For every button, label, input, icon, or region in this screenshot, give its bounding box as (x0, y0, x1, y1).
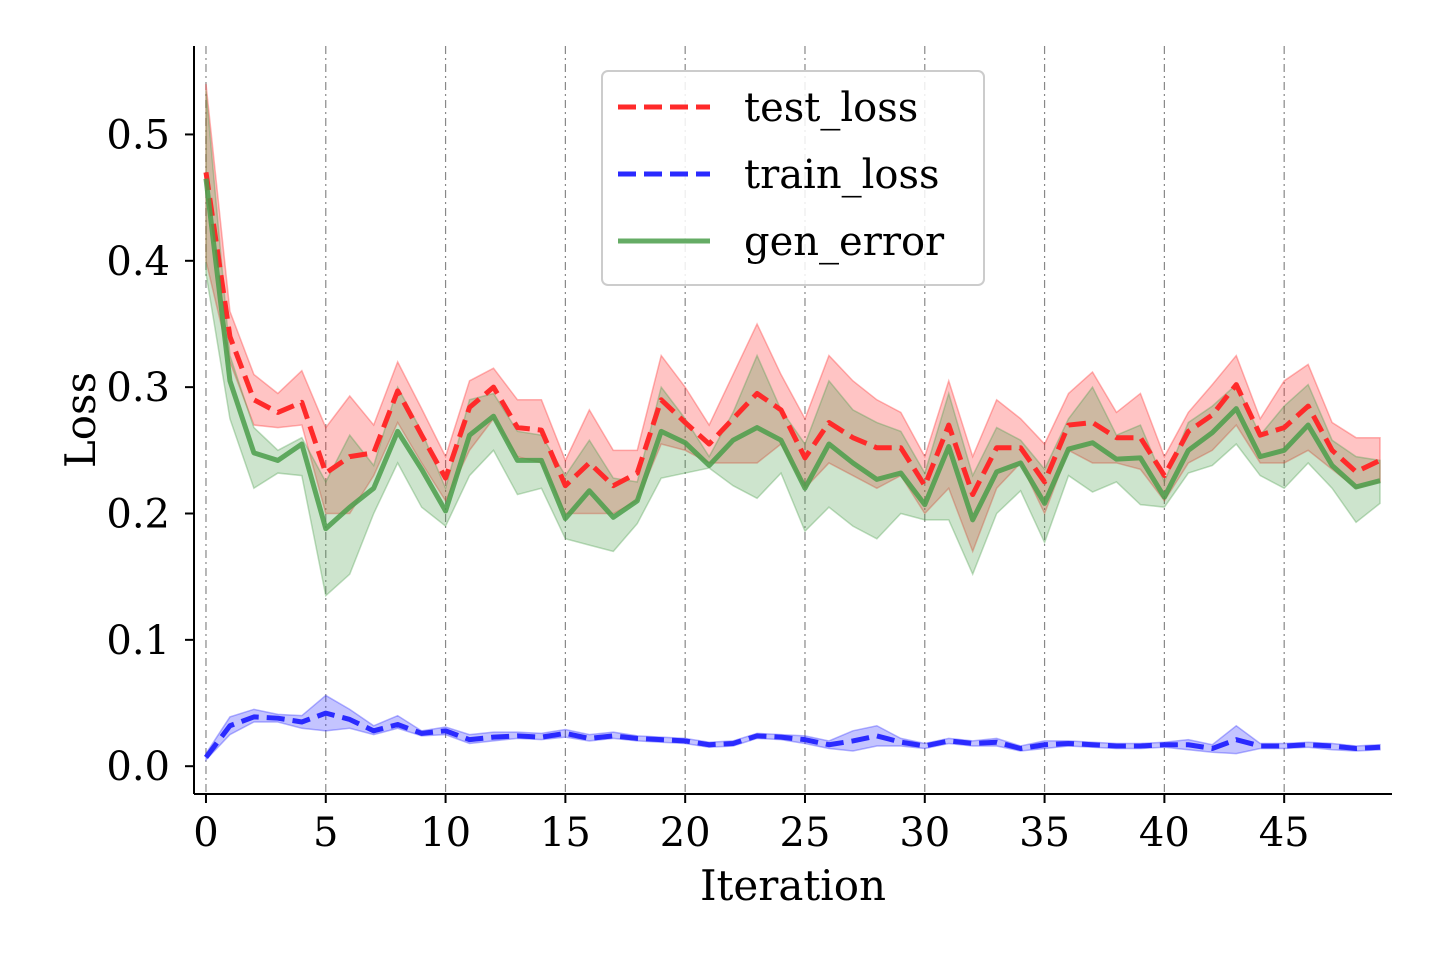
x-tick-label: 10 (420, 810, 471, 856)
x-axis-label: Iteration (700, 861, 886, 910)
series-line-train-loss (203, 710, 1381, 759)
y-tick-label: 0.5 (106, 112, 170, 158)
x-tick-label: 5 (313, 810, 338, 856)
legend-label-test-loss: test_loss (744, 85, 918, 131)
band-gen-error (205, 90, 1381, 598)
y-tick-label: 0.1 (106, 618, 170, 664)
x-tick-label: 15 (540, 810, 591, 856)
legend-label-train-loss: train_loss (744, 152, 940, 198)
x-tick-label: 40 (1139, 810, 1190, 856)
axes (185, 46, 1392, 803)
series-line-gen-error (203, 178, 1381, 532)
legend-label-gen-error: gen_error (744, 219, 945, 265)
y-tick-label: 0.2 (106, 492, 170, 538)
y-tick-label: 0.3 (106, 365, 170, 411)
x-tick-label: 45 (1259, 810, 1310, 856)
x-tick-label: 25 (780, 810, 831, 856)
tick-labels: 0 5 10 15 20 25 30 35 40 45 0.0 0.1 0.2 0.3 0.4 0.5 (106, 112, 1309, 856)
x-tick-label: 35 (1019, 810, 1070, 856)
x-tick-label: 20 (660, 810, 711, 856)
y-tick-label: 0.0 (106, 744, 170, 790)
legend-box (601, 70, 985, 286)
series-line-test-loss (203, 171, 1382, 498)
x-tick-label: 0 (193, 810, 218, 856)
legend: test_loss train_loss gen_error (601, 70, 985, 286)
y-tick-label: 0.4 (106, 239, 170, 285)
y-axis-label: Loss (56, 372, 105, 468)
series-lines (203, 171, 1382, 759)
x-tick-label: 30 (899, 810, 950, 856)
